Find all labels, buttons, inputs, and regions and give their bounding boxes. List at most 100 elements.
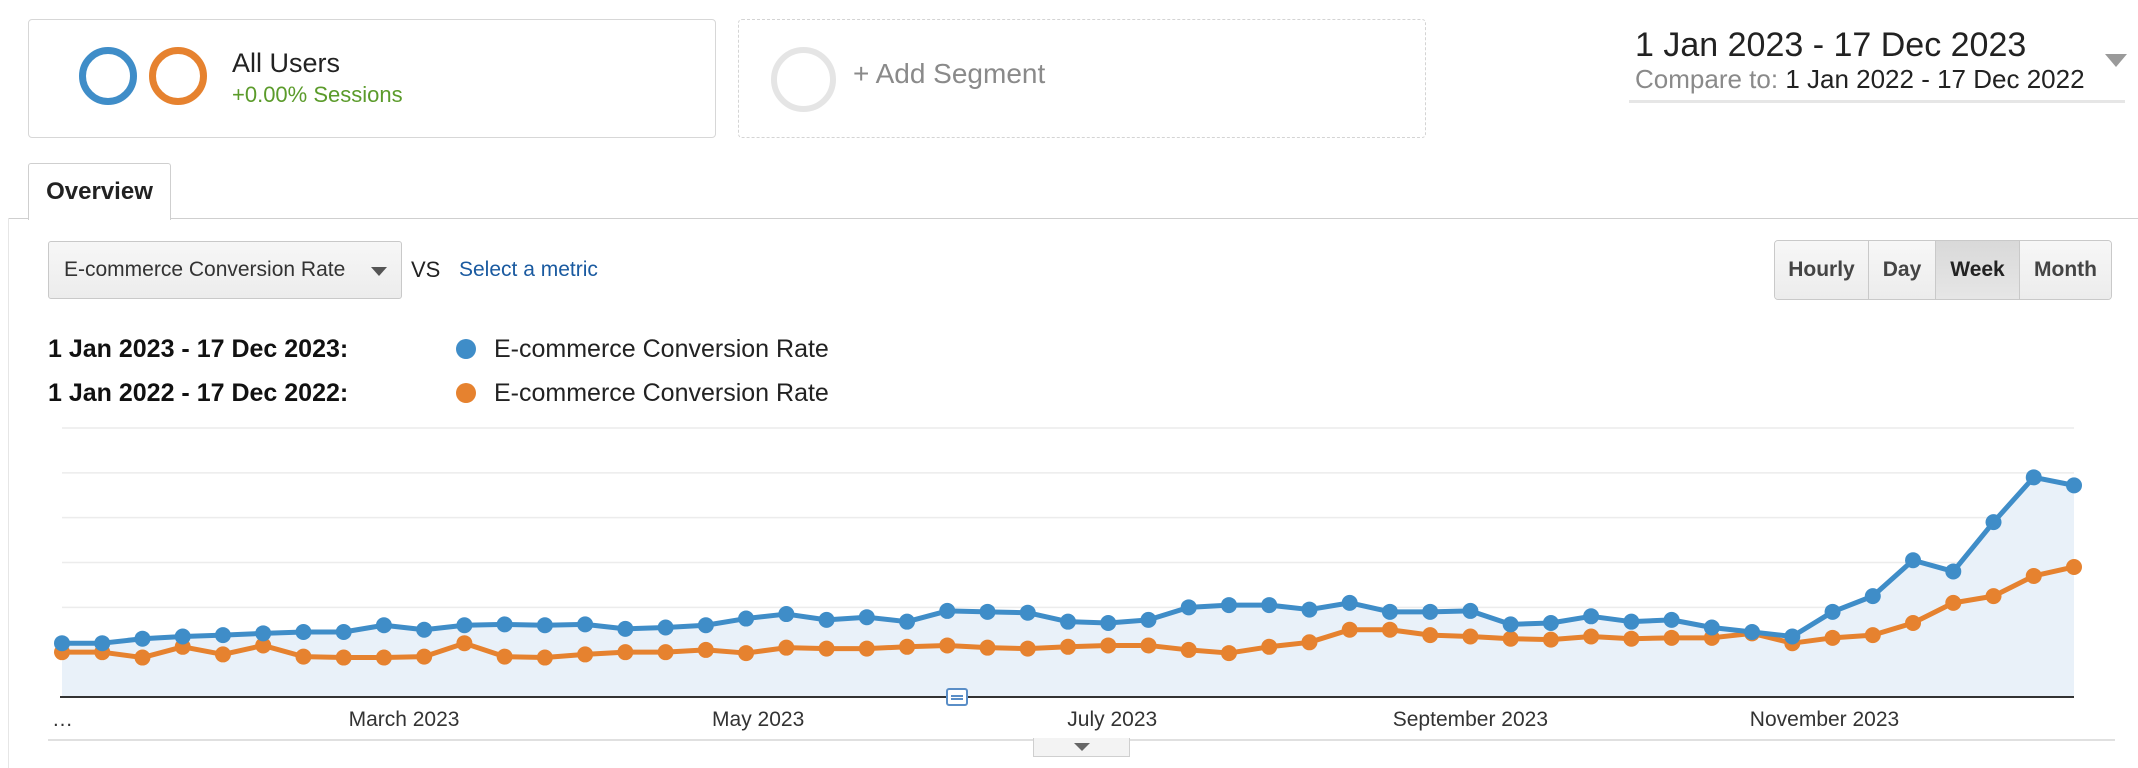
data-point-compare <box>134 649 151 666</box>
tab-overview[interactable]: Overview <box>28 163 171 220</box>
data-point-current <box>1261 597 1278 614</box>
data-point-current <box>1542 615 1559 632</box>
data-point-current <box>778 606 795 623</box>
data-point-current <box>2066 477 2082 494</box>
data-point-current <box>1381 603 1398 620</box>
data-point-current <box>1220 597 1237 614</box>
x-tick-label: May 2023 <box>712 708 804 731</box>
data-point-current <box>134 630 151 647</box>
data-point-compare <box>1381 621 1398 638</box>
data-point-current <box>1784 628 1801 645</box>
annotation-icon[interactable] <box>946 688 968 706</box>
data-point-current <box>94 635 111 652</box>
legend-row-current: 1 Jan 2023 - 17 Dec 2023: E-commerce Con… <box>48 334 829 364</box>
data-point-current <box>536 617 553 634</box>
data-point-compare <box>1462 628 1479 645</box>
date-range-main: 1 Jan 2023 - 17 Dec 2023 <box>1635 26 2027 64</box>
data-point-current <box>1703 619 1720 636</box>
data-point-compare <box>1220 645 1237 662</box>
x-tick-label: March 2023 <box>349 708 460 731</box>
data-point-current <box>1502 616 1519 633</box>
data-point-compare <box>697 641 714 658</box>
data-point-current <box>375 617 392 634</box>
data-point-current <box>1744 623 1761 640</box>
segment-subtitle: +0.00% Sessions <box>232 82 403 107</box>
data-point-compare <box>1301 634 1318 651</box>
granularity-toggle: Hourly Day Week Month <box>1774 240 2112 300</box>
x-tick-label: … <box>52 708 73 731</box>
data-point-current <box>1019 604 1036 621</box>
granularity-day-button[interactable]: Day <box>1869 241 1936 299</box>
legend-dot-compare-icon <box>456 383 476 403</box>
data-point-current <box>577 616 594 633</box>
data-point-compare <box>375 649 392 666</box>
data-point-compare <box>1663 629 1680 646</box>
x-tick-label: November 2023 <box>1750 708 1899 731</box>
add-segment-button[interactable] <box>738 19 1426 138</box>
compare-label: Compare to: <box>1635 64 1779 94</box>
legend-series-current: E-commerce Conversion Rate <box>494 334 829 363</box>
segment-card-all-users[interactable] <box>28 19 716 138</box>
data-point-compare <box>1502 630 1519 647</box>
data-point-current <box>979 603 996 620</box>
data-point-compare <box>456 635 473 652</box>
select-metric-link[interactable]: Select a metric <box>459 258 598 281</box>
chevron-down-icon[interactable] <box>2105 54 2127 67</box>
data-point-current <box>295 623 312 640</box>
data-point-compare <box>577 646 594 663</box>
date-range-picker[interactable]: 1 Jan 2023 - 17 Dec 2023 Compare to: 1 J… <box>1629 22 2127 103</box>
granularity-week-button[interactable]: Week <box>1936 241 2020 299</box>
chevron-down-icon <box>1074 743 1090 751</box>
data-point-compare <box>1180 641 1197 658</box>
compare-value: 1 Jan 2022 - 17 Dec 2022 <box>1785 64 2085 94</box>
data-point-compare <box>617 644 634 661</box>
legend-row-compare: 1 Jan 2022 - 17 Dec 2022: E-commerce Con… <box>48 378 829 408</box>
data-point-current <box>657 619 674 636</box>
data-point-compare <box>1623 630 1640 647</box>
data-point-compare <box>1422 627 1439 644</box>
metric-dropdown-value: E-commerce Conversion Rate <box>64 258 346 281</box>
add-segment-label[interactable]: + Add Segment <box>853 58 1046 89</box>
data-point-compare <box>496 648 513 665</box>
data-point-compare <box>818 640 835 657</box>
annotations-toggle-handle[interactable] <box>1033 738 1130 757</box>
data-point-compare <box>1060 638 1076 655</box>
data-point-compare <box>1864 627 1881 644</box>
data-point-compare <box>1019 640 1036 657</box>
data-point-current <box>416 621 433 638</box>
granularity-hourly-button[interactable]: Hourly <box>1775 241 1869 299</box>
data-point-current <box>1341 594 1358 611</box>
legend-range-current: 1 Jan 2023 - 17 Dec 2023: <box>48 334 349 363</box>
data-point-current <box>858 609 875 626</box>
data-point-compare <box>214 646 231 663</box>
segment-ring-compare-icon <box>149 47 207 105</box>
data-point-current <box>335 623 352 640</box>
data-point-compare <box>1905 615 1922 632</box>
legend-range-compare: 1 Jan 2022 - 17 Dec 2022: <box>48 378 349 407</box>
data-point-compare <box>939 637 956 654</box>
data-point-compare <box>1985 588 2002 605</box>
content-left-border <box>8 218 9 768</box>
data-point-current <box>1422 603 1439 620</box>
series-area-fill <box>62 477 2074 697</box>
chevron-down-icon <box>371 267 387 276</box>
segment-ring-current-icon <box>79 47 137 105</box>
data-point-compare <box>1100 637 1117 654</box>
data-point-compare <box>1341 621 1358 638</box>
metric-dropdown[interactable]: E-commerce Conversion Rate <box>48 241 402 299</box>
vs-label: VS <box>411 257 441 282</box>
data-point-compare <box>899 638 916 655</box>
data-point-current <box>1301 601 1318 618</box>
data-point-current <box>1180 599 1197 616</box>
data-point-current <box>1140 611 1157 628</box>
data-point-current <box>496 616 513 633</box>
segment-title: All Users <box>232 48 341 78</box>
data-point-current <box>1663 611 1680 628</box>
data-point-current <box>617 620 634 637</box>
tab-bar-divider <box>8 218 2138 219</box>
granularity-month-button[interactable]: Month <box>2020 241 2111 299</box>
data-point-current <box>214 627 231 644</box>
data-point-current <box>1864 588 1881 605</box>
data-point-current <box>738 610 755 627</box>
